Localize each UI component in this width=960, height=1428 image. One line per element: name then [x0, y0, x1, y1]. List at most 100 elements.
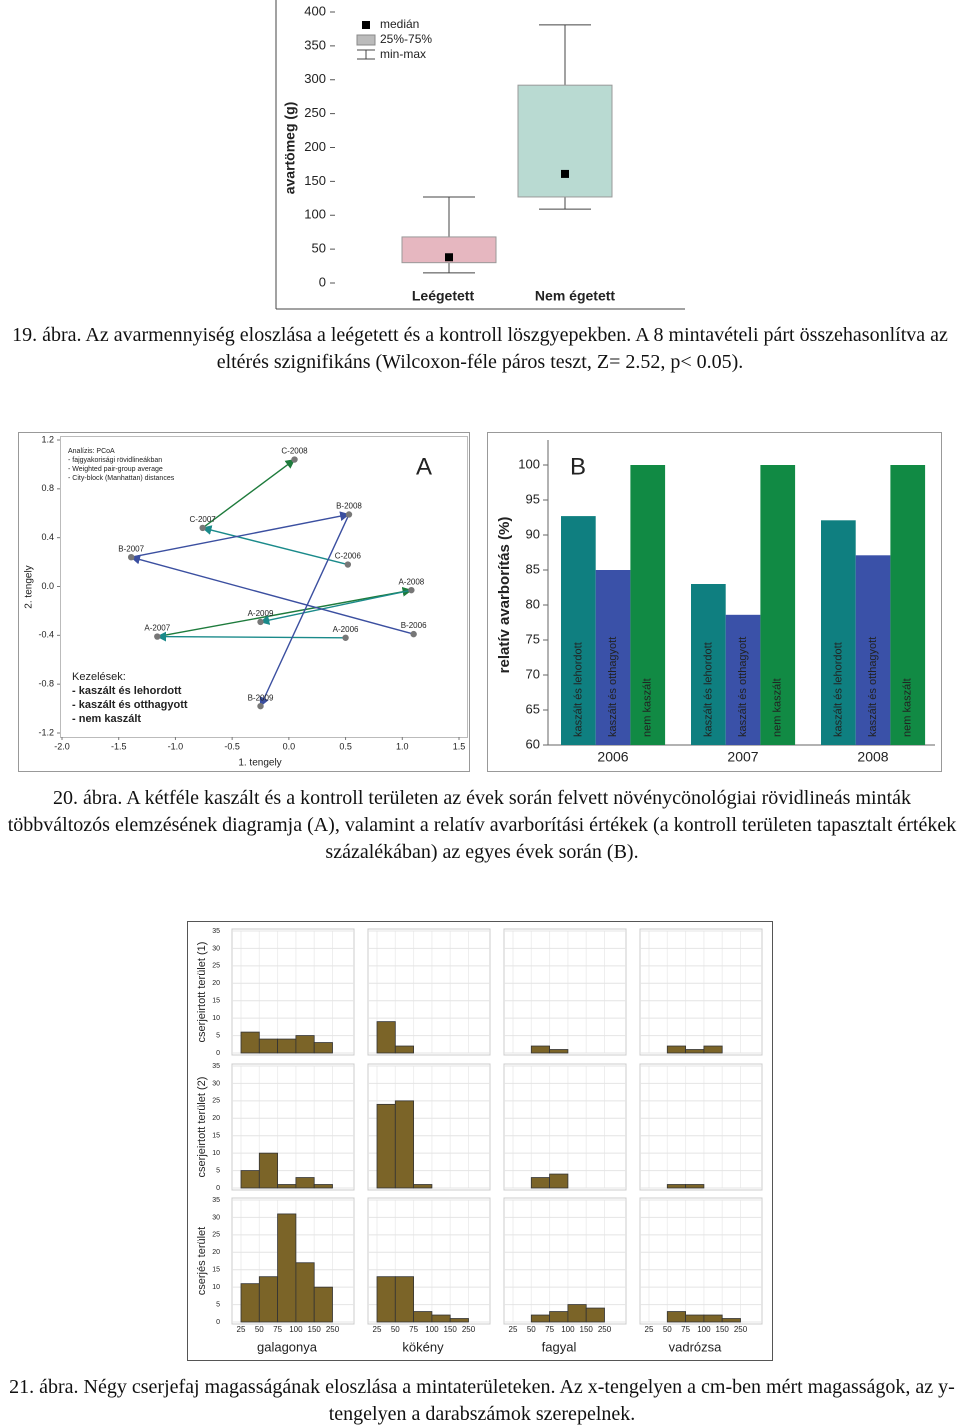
bar	[855, 555, 891, 745]
point	[257, 618, 264, 626]
x-tick-label: 2007	[727, 749, 758, 765]
median	[561, 169, 569, 178]
legend-label: 25%-75%	[380, 32, 432, 46]
bar	[595, 570, 631, 745]
y-tick-label: 20	[212, 980, 220, 987]
y-tick-label: 35	[212, 1197, 220, 1204]
y-tick-label: 300	[304, 71, 326, 86]
bar	[240, 1170, 260, 1189]
x-tick-label: 25	[645, 1325, 654, 1334]
note: - Weighted pair-group average	[68, 466, 163, 473]
y-tick-label: 35	[212, 1063, 220, 1070]
frame	[18, 432, 470, 772]
row-label: cserjés terület	[196, 1227, 208, 1295]
point-label: A-2006	[333, 625, 359, 634]
point-label: B-2007	[118, 544, 144, 553]
panel	[231, 928, 355, 1056]
y-tick-label: 100	[304, 207, 326, 222]
row-label: cserjeirtott terület (2)	[196, 1077, 208, 1178]
bar	[685, 1314, 705, 1323]
y-tick-label: -1.2	[38, 727, 54, 737]
x-tick-label: 50	[255, 1325, 264, 1334]
y-tick-label: 30	[212, 1214, 220, 1221]
x-tick-label: 250	[326, 1325, 340, 1334]
point-label: A-2008	[398, 577, 424, 586]
point-label: B-2009	[248, 693, 274, 702]
point-label: C-2007	[190, 515, 217, 524]
y-tick-label: 5	[216, 1032, 220, 1039]
x-tick-label: -0.5	[224, 741, 240, 751]
bar	[530, 1314, 550, 1323]
x-tick-label: 0.0	[283, 741, 296, 751]
plot-frame	[60, 436, 468, 738]
legend-label: - nem kaszált	[72, 713, 141, 725]
median	[445, 253, 453, 262]
y-tick-label: 20	[212, 1115, 220, 1122]
bar	[277, 1213, 297, 1323]
x-tick-label: 150	[716, 1325, 730, 1334]
point-label: B-2008	[336, 502, 362, 511]
y-tick-label: 400	[304, 3, 326, 18]
bar	[549, 1311, 569, 1323]
point-label: C-2006	[335, 552, 362, 561]
panel	[639, 928, 763, 1056]
x-tick-label: 150	[580, 1325, 594, 1334]
y-tick-label: 75	[526, 631, 540, 646]
x-tick-label: 75	[545, 1325, 554, 1334]
y-tick-label: 5	[216, 1167, 220, 1174]
bar	[666, 1184, 686, 1189]
bar	[394, 1045, 414, 1054]
bar-label: kaszált és otthagyott	[607, 637, 619, 737]
bar	[258, 1152, 278, 1189]
x-tick-label: 250	[598, 1325, 612, 1334]
column-label: kökény	[402, 1339, 444, 1354]
x-tick-label: Nem égetett	[535, 288, 615, 304]
x-tick-label: 0.5	[339, 741, 352, 751]
panel-label: B	[570, 453, 586, 480]
y-tick-label: 15	[212, 1133, 220, 1140]
bar	[295, 1035, 315, 1054]
bar	[394, 1276, 414, 1323]
column-label: vadrózsa	[669, 1339, 723, 1354]
y-tick-label: 0.0	[41, 581, 54, 591]
bar	[376, 1021, 396, 1054]
x-axis-label: 1. tengely	[238, 758, 281, 769]
point	[127, 554, 135, 561]
panel	[503, 928, 627, 1056]
panel	[503, 1063, 627, 1191]
y-tick-label: 15	[212, 1267, 220, 1274]
bar-label: kaszált és lehordott	[572, 642, 584, 737]
panel	[231, 1197, 355, 1325]
bar	[277, 1038, 297, 1054]
bar-label: kaszált és lehordott	[832, 642, 844, 737]
arrow	[259, 589, 412, 625]
point	[291, 456, 298, 463]
x-tick-label: 75	[681, 1325, 690, 1334]
y-tick-label: 25	[212, 963, 220, 970]
bar-label: nem kaszált	[772, 678, 784, 737]
y-tick-label: 25	[212, 1098, 220, 1105]
bar	[703, 1314, 723, 1323]
point	[342, 634, 349, 641]
y-tick-label: 0	[319, 274, 326, 289]
x-tick-label: -2.0	[54, 741, 70, 751]
legend-symbol	[362, 21, 370, 29]
bar	[449, 1318, 469, 1323]
legend-label: min-max	[380, 47, 426, 61]
y-tick-label: 200	[304, 139, 326, 154]
x-tick-label: 1.5	[453, 741, 466, 751]
note: Analízis: PCoA	[68, 448, 115, 455]
bar	[760, 465, 796, 745]
bar	[549, 1049, 569, 1054]
arrow	[201, 525, 349, 566]
bar	[585, 1307, 605, 1323]
bar	[413, 1311, 433, 1323]
x-tick-label: 25	[237, 1325, 246, 1334]
bar	[258, 1038, 278, 1054]
y-tick-label: 0	[216, 1319, 220, 1326]
bar	[376, 1276, 396, 1323]
bar	[685, 1184, 705, 1189]
x-tick-label: Leégetett	[412, 288, 475, 304]
bar	[313, 1184, 333, 1189]
column-label: fagyal	[542, 1339, 577, 1354]
